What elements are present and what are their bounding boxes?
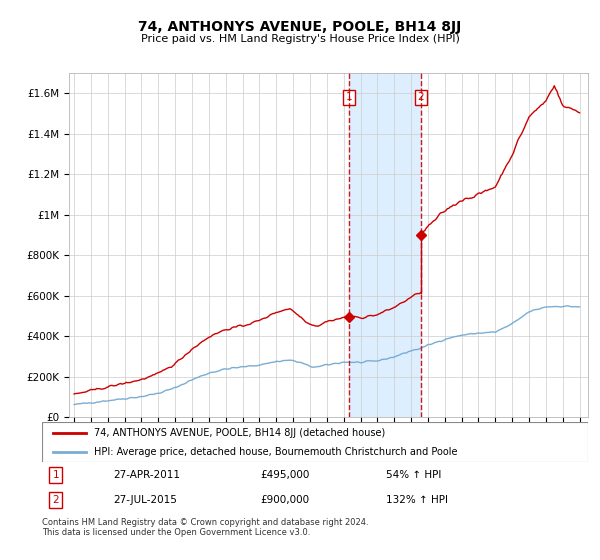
Text: £495,000: £495,000 <box>260 470 310 480</box>
Text: 2: 2 <box>418 92 424 102</box>
Text: 27-APR-2011: 27-APR-2011 <box>113 470 180 480</box>
Text: 74, ANTHONYS AVENUE, POOLE, BH14 8JJ (detached house): 74, ANTHONYS AVENUE, POOLE, BH14 8JJ (de… <box>94 428 385 438</box>
Text: Price paid vs. HM Land Registry's House Price Index (HPI): Price paid vs. HM Land Registry's House … <box>140 34 460 44</box>
Text: 54% ↑ HPI: 54% ↑ HPI <box>386 470 442 480</box>
Text: 74, ANTHONYS AVENUE, POOLE, BH14 8JJ: 74, ANTHONYS AVENUE, POOLE, BH14 8JJ <box>139 20 461 34</box>
Text: £900,000: £900,000 <box>260 495 310 505</box>
Text: 132% ↑ HPI: 132% ↑ HPI <box>386 495 448 505</box>
Bar <box>349 73 421 417</box>
Text: Contains HM Land Registry data © Crown copyright and database right 2024.
This d: Contains HM Land Registry data © Crown c… <box>42 518 368 538</box>
Text: 1: 1 <box>346 92 352 102</box>
Text: HPI: Average price, detached house, Bournemouth Christchurch and Poole: HPI: Average price, detached house, Bour… <box>94 447 457 457</box>
Text: 27-JUL-2015: 27-JUL-2015 <box>113 495 177 505</box>
Text: 2: 2 <box>52 495 59 505</box>
Text: 1: 1 <box>52 470 59 480</box>
